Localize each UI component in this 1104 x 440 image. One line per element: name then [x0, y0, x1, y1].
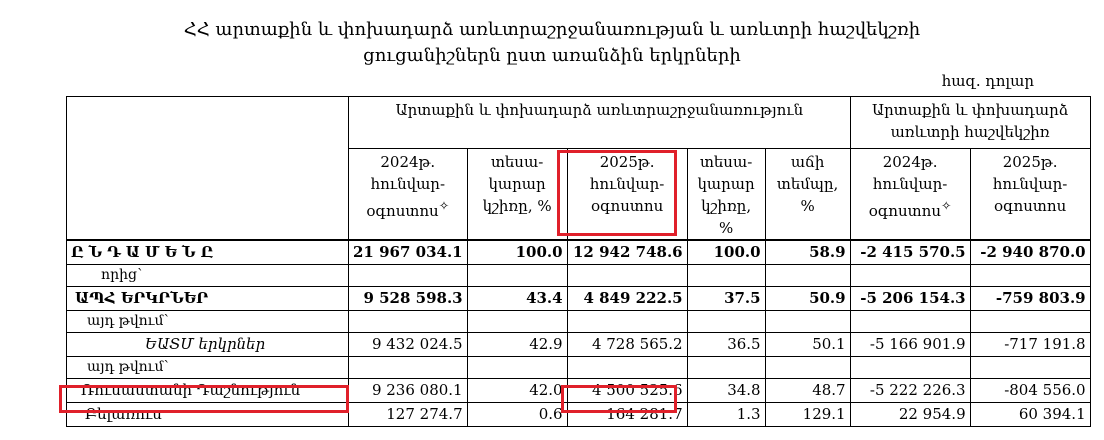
star-marker-icon: ✧ — [941, 198, 952, 213]
table-row-eaeu: ԵԱՏՄ երկրներ 9 432 024.5 42.9 4 728 565.… — [66, 331, 1091, 357]
header-group-turnover: Արտաքին և փոխադարձ առևտրաշրջանառություն — [348, 96, 851, 149]
cell-balance-2025: -759 803.9 — [969, 285, 1091, 311]
cell-2024: 9 432 024.5 — [348, 331, 468, 357]
cell-2025: 4 728 565.2 — [566, 331, 688, 357]
cell-balance-2024: -5 206 154.3 — [849, 285, 971, 311]
header-row-columns: 2024թ. հունվար-օգոստոս✧ տեսա-կարար կշիռը… — [67, 148, 1091, 241]
cell-share-2025: 37.5 — [686, 285, 766, 311]
cell-share-2025: 1.3 — [686, 401, 766, 427]
cell-balance-2025: -2 940 870.0 — [969, 239, 1091, 265]
cell-balance-2024: -2 415 570.5 — [849, 239, 971, 265]
table-row-note: այդ թվում՝ — [66, 355, 1091, 379]
unit-label: հազ. դոլար — [941, 72, 1034, 90]
table-row-belarus: Բելառուս 127 274.7 0.6 164 281.7 1.3 129… — [66, 401, 1091, 427]
header-2024: 2024թ. հունվար-օգոստոս✧ — [348, 148, 468, 241]
cell-share-2024: 0.6 — [466, 401, 568, 427]
cell-2024: 127 274.7 — [348, 401, 468, 427]
cell-share-2025: 34.8 — [686, 377, 766, 403]
header-share-2024: տեսա-կարար կշիռը, % — [466, 148, 568, 241]
table-row-note: այդ թվում՝ — [66, 309, 1091, 333]
table-row-total: ԸՆԴԱՄԵՆԸ 21 967 034.1 100.0 12 942 748.6… — [66, 239, 1091, 265]
row-label: ԱՊՀ ԵՐԿՐՆԵՐ — [66, 285, 349, 311]
row-label: Ռուսաստանի Դաշնություն — [66, 377, 349, 403]
cell-share-2025: 36.5 — [686, 331, 766, 357]
header-group-balance: Արտաքին և փոխադարձ առևտրի հաշվեկշիռ — [849, 96, 1091, 149]
row-label: ԸՆԴԱՄԵՆԸ — [66, 239, 349, 265]
cell-2025: 4 500 525.6 — [566, 377, 688, 403]
row-label: որից՝ — [66, 263, 349, 287]
star-marker-icon: ✧ — [438, 198, 450, 213]
header-balance-2025: 2025թ. հունվար-օգոստոս — [969, 148, 1091, 241]
table-title-line2: ցուցանիշներն ըստ առանձին երկրների — [363, 45, 741, 66]
cell-growth: 58.9 — [764, 239, 851, 265]
cell-balance-2025: -804 556.0 — [969, 377, 1091, 403]
cell-growth: 129.1 — [764, 401, 851, 427]
cell-share-2025: 100.0 — [686, 239, 766, 265]
cell-2025: 4 849 222.5 — [566, 285, 688, 311]
header-share-2025: տեսա-կարար կշիռը, % — [686, 148, 766, 241]
cell-share-2024: 100.0 — [466, 239, 568, 265]
table-row-russia: Ռուսաստանի Դաշնություն 9 236 080.1 42.0 … — [66, 377, 1091, 403]
table-title-line1: ՀՀ արտաքին և փոխադարձ առևտրաշրջանառությա… — [183, 19, 921, 40]
row-label: Բելառուս — [66, 401, 349, 427]
cell-growth: 48.7 — [764, 377, 851, 403]
row-label: ԵԱՏՄ երկրներ — [66, 331, 349, 357]
header-row-groups: Արտաքին և փոխադարձ առևտրաշրջանառություն … — [66, 96, 1091, 241]
cell-2025: 12 942 748.6 — [566, 239, 688, 265]
cell-share-2024: 42.9 — [466, 331, 568, 357]
cell-balance-2025: -717 191.8 — [969, 331, 1091, 357]
cell-2024: 9 528 598.3 — [348, 285, 468, 311]
trade-table: Արտաքին և փոխադարձ առևտրաշրջանառություն … — [66, 96, 1091, 427]
header-growth: աճի տեմպը, % — [764, 148, 851, 241]
cell-2025: 164 281.7 — [566, 401, 688, 427]
cell-growth: 50.1 — [764, 331, 851, 357]
row-label: այդ թվում՝ — [66, 355, 349, 379]
table-row-note: որից՝ — [66, 263, 1091, 287]
row-label: այդ թվում՝ — [66, 309, 349, 333]
cell-balance-2024: 22 954.9 — [849, 401, 971, 427]
cell-2024: 21 967 034.1 — [348, 239, 468, 265]
cell-growth: 50.9 — [764, 285, 851, 311]
cell-balance-2024: -5 166 901.9 — [849, 331, 971, 357]
header-corner — [66, 96, 349, 241]
header-2025: 2025թ. հունվար-օգոստոս — [566, 148, 688, 241]
cell-share-2024: 42.0 — [466, 377, 568, 403]
cell-balance-2024: -5 222 226.3 — [849, 377, 971, 403]
cell-share-2024: 43.4 — [466, 285, 568, 311]
table-row-cis: ԱՊՀ ԵՐԿՐՆԵՐ 9 528 598.3 43.4 4 849 222.5… — [66, 285, 1091, 311]
cell-balance-2025: 60 394.1 — [969, 401, 1091, 427]
header-balance-2024: 2024թ. հունվար-օգոստոս✧ — [849, 148, 971, 241]
cell-2024: 9 236 080.1 — [348, 377, 468, 403]
